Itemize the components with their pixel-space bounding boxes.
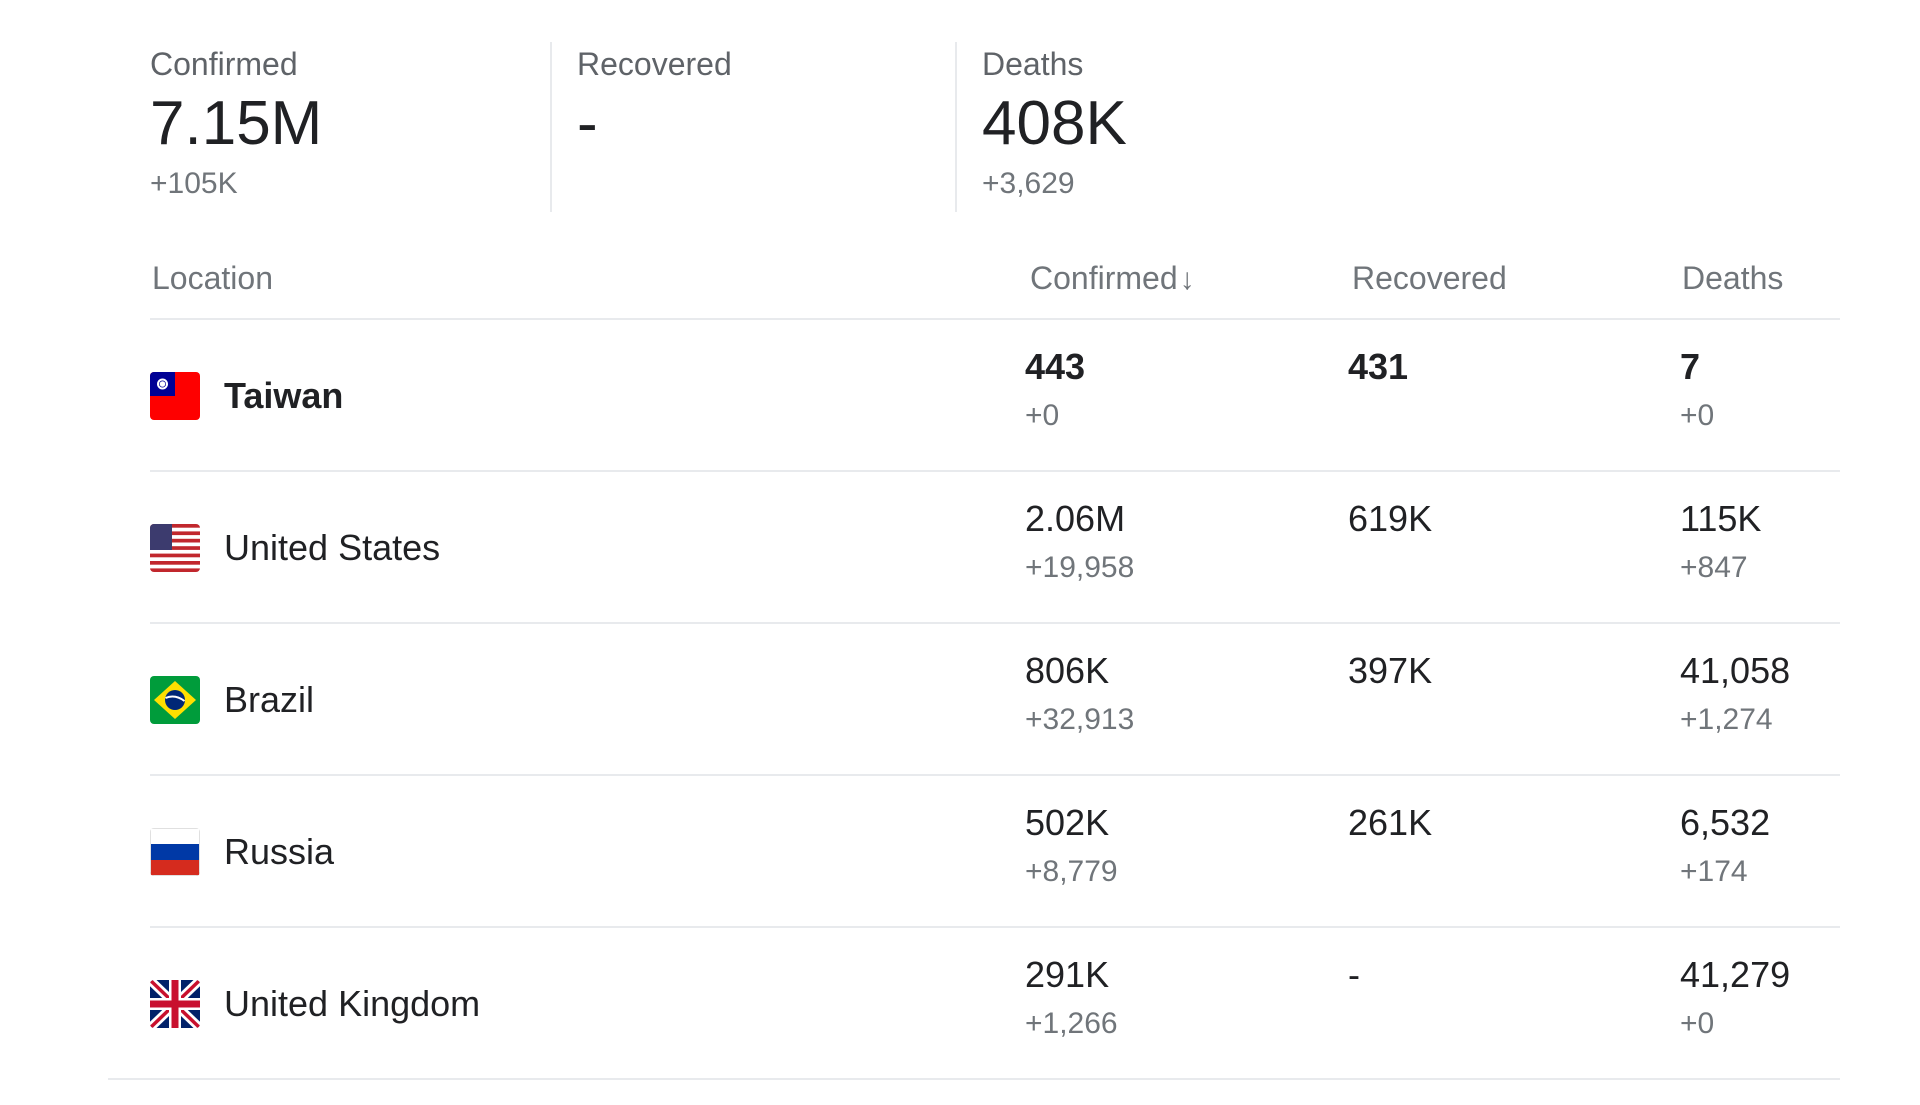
country-name: United Kingdom <box>224 983 481 1024</box>
column-header-confirmed-label: Confirmed <box>1030 260 1178 296</box>
deaths-cell: 41,058 +1,274 <box>1680 646 1790 744</box>
column-header-confirmed[interactable]: Confirmed↓ <box>1030 256 1195 302</box>
confirmed-value: 443 <box>1025 346 1086 387</box>
summary-strip: Confirmed 7.15M +105K Recovered - Deaths… <box>150 42 1850 212</box>
column-header-deaths[interactable]: Deaths <box>1682 260 1784 296</box>
united-kingdom-flag-icon <box>150 980 200 1028</box>
summary-deaths-delta: +3,629 <box>982 167 1075 200</box>
recovered-value: 619K <box>1348 498 1433 539</box>
deaths-value: 41,058 <box>1680 650 1791 691</box>
summary-recovered-value: - <box>577 89 598 158</box>
summary-recovered-label: Recovered <box>577 46 732 82</box>
confirmed-delta: +19,958 <box>1025 551 1135 584</box>
recovered-value: - <box>1348 954 1360 995</box>
recovered-cell: 261K <box>1348 798 1432 848</box>
confirmed-delta: +32,913 <box>1025 703 1135 736</box>
confirmed-value: 2.06M <box>1025 498 1126 539</box>
sort-descending-icon: ↓ <box>1179 263 1195 296</box>
confirmed-cell: 443 +0 <box>1025 342 1085 440</box>
deaths-delta: +847 <box>1680 551 1748 584</box>
confirmed-delta: +8,779 <box>1025 855 1118 888</box>
recovered-cell: 431 <box>1348 342 1408 392</box>
deaths-delta: +1,274 <box>1680 703 1773 736</box>
table-row[interactable]: United States 2.06M +19,958 619K 115K +8… <box>150 472 1840 624</box>
table-row[interactable]: Brazil 806K +32,913 397K 41,058 +1,274 <box>150 624 1840 776</box>
confirmed-delta: +0 <box>1025 399 1060 432</box>
summary-confirmed-label: Confirmed <box>150 46 298 82</box>
confirmed-cell: 2.06M +19,958 <box>1025 494 1134 592</box>
summary-confirmed: Confirmed 7.15M +105K <box>150 42 322 212</box>
country-name: United States <box>224 527 441 568</box>
deaths-delta: +0 <box>1680 399 1715 432</box>
recovered-value: 261K <box>1348 802 1433 843</box>
confirmed-value: 291K <box>1025 954 1110 995</box>
deaths-cell: 41,279 +0 <box>1680 950 1790 1048</box>
confirmed-value: 806K <box>1025 650 1110 691</box>
deaths-value: 41,279 <box>1680 954 1791 995</box>
confirmed-cell: 502K +8,779 <box>1025 798 1118 896</box>
deaths-value: 7 <box>1680 346 1701 387</box>
summary-recovered: Recovered - <box>577 42 732 212</box>
table-header: Location Confirmed↓ Recovered Deaths <box>150 250 1840 320</box>
summary-deaths: Deaths 408K +3,629 <box>982 42 1127 212</box>
summary-deaths-value: 408K <box>982 89 1127 158</box>
table-bottom-divider <box>108 1078 1840 1080</box>
country-name: Russia <box>224 831 335 872</box>
deaths-cell: 7 +0 <box>1680 342 1714 440</box>
recovered-cell: - <box>1348 950 1360 1000</box>
confirmed-cell: 806K +32,913 <box>1025 646 1134 744</box>
deaths-value: 115K <box>1680 498 1762 539</box>
deaths-value: 6,532 <box>1680 802 1771 843</box>
russia-flag-icon <box>150 828 200 876</box>
location-stats-table: Location Confirmed↓ Recovered Deaths Tai… <box>150 250 1840 1078</box>
table-row[interactable]: Taiwan 443 +0 431 7 +0 <box>150 320 1840 472</box>
country-name: Taiwan <box>224 375 344 416</box>
table-row[interactable]: Russia 502K +8,779 261K 6,532 +174 <box>150 776 1840 928</box>
recovered-cell: 619K <box>1348 494 1432 544</box>
deaths-cell: 115K +847 <box>1680 494 1761 592</box>
recovered-value: 431 <box>1348 346 1409 387</box>
deaths-cell: 6,532 +174 <box>1680 798 1770 896</box>
table-row[interactable]: United Kingdom 291K +1,266 - 41,279 +0 <box>150 928 1840 1078</box>
deaths-delta: +0 <box>1680 1007 1715 1040</box>
summary-confirmed-value: 7.15M <box>150 89 323 158</box>
summary-divider <box>550 42 552 212</box>
summary-deaths-label: Deaths <box>982 46 1084 82</box>
summary-confirmed-delta: +105K <box>150 167 238 200</box>
recovered-cell: 397K <box>1348 646 1432 696</box>
brazil-flag-icon <box>150 676 200 724</box>
column-header-recovered[interactable]: Recovered <box>1352 260 1507 296</box>
column-header-location[interactable]: Location <box>152 260 273 296</box>
united-states-flag-icon <box>150 524 200 572</box>
summary-divider <box>955 42 957 212</box>
recovered-value: 397K <box>1348 650 1433 691</box>
confirmed-delta: +1,266 <box>1025 1007 1118 1040</box>
taiwan-flag-icon <box>150 372 200 420</box>
country-name: Brazil <box>224 679 315 720</box>
confirmed-cell: 291K +1,266 <box>1025 950 1118 1048</box>
deaths-delta: +174 <box>1680 855 1748 888</box>
confirmed-value: 502K <box>1025 802 1110 843</box>
